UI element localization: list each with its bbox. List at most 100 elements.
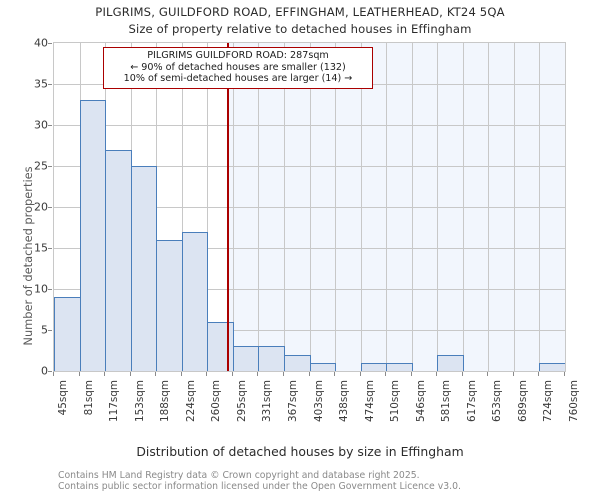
x-tick-mark-260sqm [206, 372, 207, 376]
gridline-x-11 [335, 43, 336, 371]
x-tick-mark-153sqm [130, 372, 131, 376]
y-tick-label-10: 10 [34, 282, 48, 296]
x-tick-mark-367sqm [283, 372, 284, 376]
x-tick-mark-224sqm [181, 372, 182, 376]
property-size-marker-line [227, 43, 229, 371]
bar-117-153 [105, 149, 132, 371]
x-tick-mark-188sqm [155, 372, 156, 376]
x-tick-label-653sqm: 653sqm [491, 380, 503, 422]
bar-474-510 [361, 362, 387, 371]
x-tick-label-438sqm: 438sqm [338, 380, 350, 422]
y-tick-mark-5 [48, 330, 52, 331]
gridline-x-14 [412, 43, 413, 371]
y-tick-label-25: 25 [34, 159, 48, 173]
bar-81-117 [80, 100, 106, 371]
x-tick-mark-760sqm [564, 372, 565, 376]
x-tick-label-474sqm: 474sqm [364, 380, 376, 422]
x-tick-mark-438sqm [334, 372, 335, 376]
gridline-x-6 [207, 43, 208, 371]
gridline-y-20 [54, 207, 565, 208]
gridline-y-15 [54, 248, 565, 249]
y-tick-label-5: 5 [41, 323, 48, 337]
x-tick-mark-403sqm [309, 372, 310, 376]
y-tick-mark-40 [48, 43, 52, 44]
gridline-x-13 [386, 43, 387, 371]
gridline-x-18 [514, 43, 515, 371]
gridline-x-7 [233, 43, 234, 371]
gridline-x-12 [361, 43, 362, 371]
x-tick-mark-81sqm [79, 372, 80, 376]
bar-224-260 [182, 231, 208, 371]
x-tick-label-260sqm: 260sqm [210, 380, 222, 422]
bar-188-224 [156, 239, 183, 371]
x-tick-label-224sqm: 224sqm [185, 380, 197, 422]
y-tick-mark-10 [48, 289, 52, 290]
footer-copyright-line: Contains HM Land Registry data © Crown c… [58, 470, 420, 481]
y-tick-label-15: 15 [34, 241, 48, 255]
gridline-y-30 [54, 125, 565, 126]
callout-property-line: PILGRIMS GUILDFORD ROAD: 287sqm [147, 50, 329, 61]
x-tick-label-367sqm: 367sqm [287, 380, 299, 422]
gridline-x-8 [258, 43, 259, 371]
x-tick-label-295sqm: 295sqm [236, 380, 248, 422]
plot-area [53, 42, 566, 372]
x-tick-mark-546sqm [411, 372, 412, 376]
gridline-x-15 [437, 43, 438, 371]
x-tick-label-617sqm: 617sqm [466, 380, 478, 422]
footer: Contains HM Land Registry data © Crown c… [58, 470, 578, 492]
x-tick-mark-724sqm [538, 372, 539, 376]
gridline-x-16 [463, 43, 464, 371]
bar-367-403 [284, 354, 311, 371]
x-tick-mark-117sqm [104, 372, 105, 376]
x-tick-mark-45sqm [53, 372, 54, 376]
x-tick-label-546sqm: 546sqm [415, 380, 427, 422]
gridline-x-17 [488, 43, 489, 371]
x-tick-label-117sqm: 117sqm [108, 380, 120, 422]
x-tick-label-403sqm: 403sqm [313, 380, 325, 422]
y-axis: 0 5 10 15 20 25 30 35 40 Number of detached prop… [0, 37, 52, 378]
x-tick-label-81sqm: 81sqm [83, 380, 95, 416]
x-tick-label-760sqm: 760sqm [568, 380, 580, 422]
bar-260-295 [207, 321, 234, 371]
gridline-x-10 [310, 43, 311, 371]
x-tick-mark-510sqm [385, 372, 386, 376]
x-tick-mark-653sqm [487, 372, 488, 376]
y-tick-mark-15 [48, 248, 52, 249]
x-axis-title: Distribution of detached houses by size … [136, 444, 464, 459]
gridline-x-5 [182, 43, 183, 371]
y-tick-label-20: 20 [34, 200, 48, 214]
x-tick-label-331sqm: 331sqm [261, 380, 273, 422]
gridline-y-5 [54, 330, 565, 331]
callout-larger-line: 10% of semi-detached houses are larger (… [123, 73, 353, 85]
footer-licence-line: Contains public sector information licen… [58, 481, 461, 492]
x-tick-label-188sqm: 188sqm [159, 380, 171, 422]
x-tick-label-510sqm: 510sqm [389, 380, 401, 422]
x-tick-mark-331sqm [257, 372, 258, 376]
chart-title-block: PILGRIMS, GUILDFORD ROAD, EFFINGHAM, LEA… [0, 4, 600, 38]
bar-581-617 [437, 354, 464, 371]
bar-153-188 [131, 166, 157, 371]
bar-510-546 [386, 362, 413, 371]
y-tick-mark-30 [48, 125, 52, 126]
bar-331-367 [258, 346, 285, 371]
x-tick-mark-295sqm [232, 372, 233, 376]
bar-295-331 [233, 346, 259, 371]
bar-45-81 [54, 297, 81, 371]
x-tick-label-45sqm: 45sqm [57, 380, 69, 416]
y-tick-mark-20 [48, 207, 52, 208]
x-tick-label-581sqm: 581sqm [440, 380, 452, 422]
y-tick-label-0: 0 [41, 364, 48, 378]
y-tick-mark-0 [48, 371, 52, 372]
x-tick-label-689sqm: 689sqm [517, 380, 529, 422]
x-tick-label-153sqm: 153sqm [134, 380, 146, 422]
bar-403-438 [310, 362, 336, 371]
y-tick-mark-35 [48, 84, 52, 85]
y-tick-label-40: 40 [34, 36, 48, 50]
x-tick-label-724sqm: 724sqm [542, 380, 554, 422]
x-tick-mark-689sqm [513, 372, 514, 376]
callout-smaller-line: ← 90% of detached houses are smaller (13… [130, 61, 346, 73]
y-tick-mark-25 [48, 166, 52, 167]
gridline-y-25 [54, 166, 565, 167]
x-tick-mark-474sqm [360, 372, 361, 376]
